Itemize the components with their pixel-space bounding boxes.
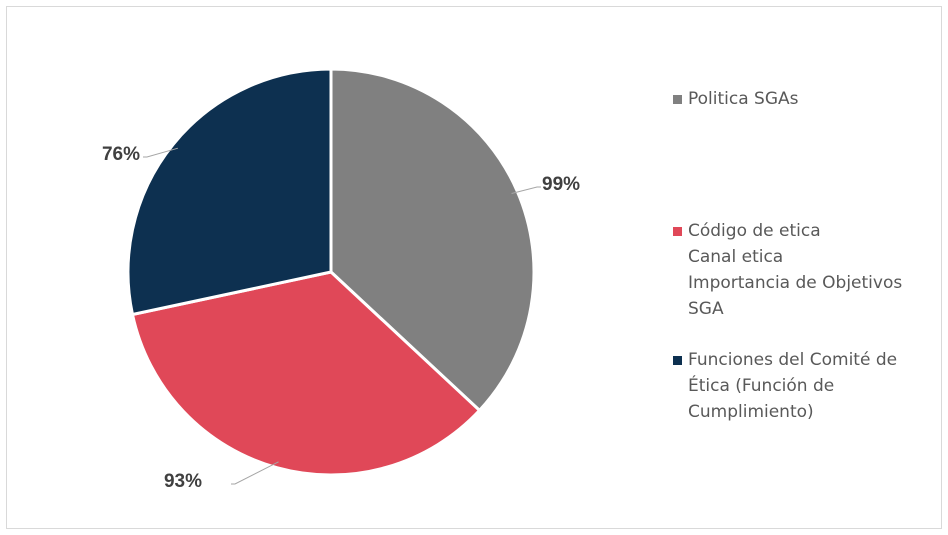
data-label-funciones-comite: 76% [102, 144, 140, 165]
legend-label-funciones-comite: Funciones del Comité de Ética (Función d… [688, 350, 898, 422]
chart-frame: 99% 93% 76% Politica SGAs Código de etica … [6, 6, 942, 529]
leader-line-funciones-comite [143, 147, 179, 158]
legend-item-politica-sgas: Politica SGAs [673, 86, 799, 112]
legend-label-codigo-de-etica: Código de etica Canal etica Importancia … [688, 221, 903, 319]
legend-swatch-codigo-de-etica [673, 227, 682, 236]
leader-line-codigo-de-etica [231, 461, 279, 485]
legend-label-politica-sgas: Politica SGAs [688, 89, 799, 109]
pie-slice-funciones-comite [126, 67, 333, 317]
legend-swatch-funciones-comite [673, 356, 682, 365]
leader-line-politica-sgas [511, 186, 541, 194]
pie-chart: 99% 93% 76% [102, 67, 580, 492]
pie-slice-politica-sgas [329, 67, 536, 413]
pie-slice-codigo-de-etica [130, 270, 482, 477]
data-label-codigo-de-etica: 93% [164, 471, 202, 492]
data-label-politica-sgas: 99% [542, 174, 580, 195]
legend-swatch-politica-sgas [673, 95, 682, 104]
legend-item-codigo-de-etica: Código de etica Canal etica Importancia … [673, 218, 902, 322]
legend-item-funciones-comite: Funciones del Comité de Ética (Función d… [673, 347, 897, 425]
